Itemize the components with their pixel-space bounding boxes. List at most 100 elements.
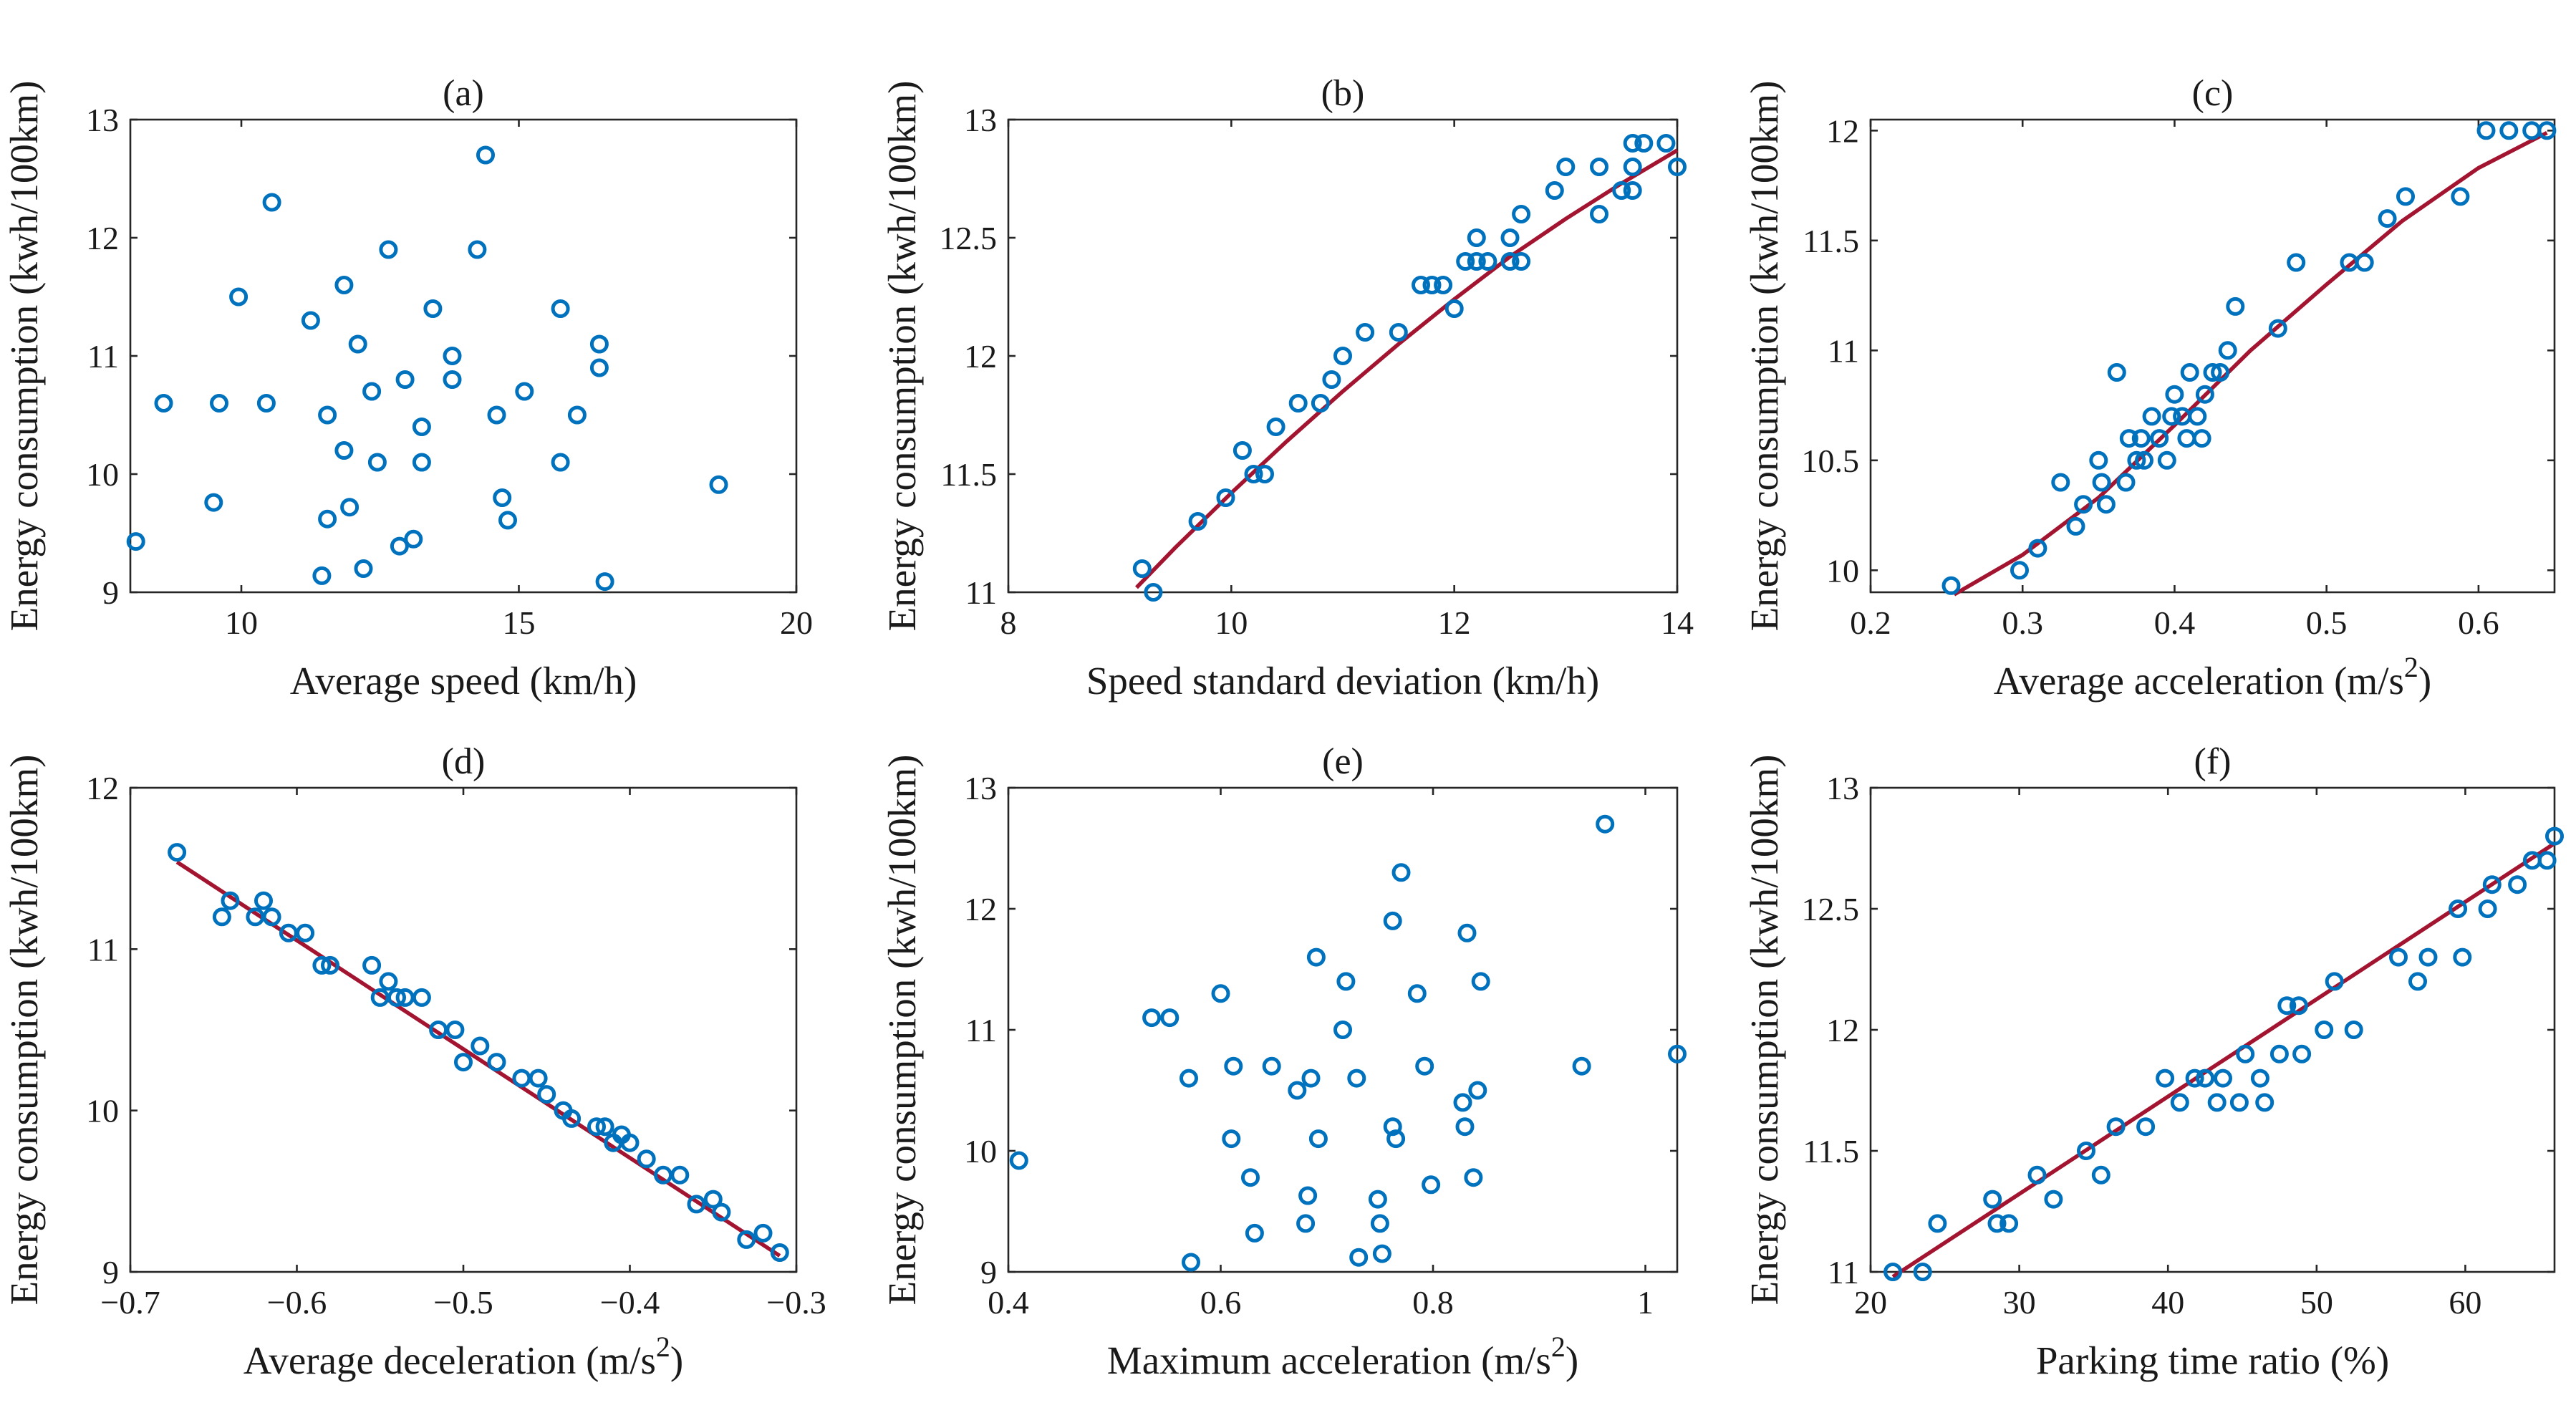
data-point [1407, 984, 1427, 1003]
plot-frame [1007, 786, 1679, 1273]
data-point [2135, 450, 2153, 470]
y-tick-label: 12 [1826, 1012, 1859, 1048]
data-point [703, 1190, 723, 1209]
data-point [2449, 899, 2468, 918]
data-point [567, 405, 587, 425]
data-point [1471, 972, 1490, 991]
data-point [1545, 181, 1564, 200]
data-point [1216, 488, 1235, 507]
data-point [551, 453, 570, 472]
data-point [512, 1069, 531, 1088]
y-axis-label: Energy consumption (kwh/100km) [2, 81, 46, 632]
y-tick-label: 12.5 [940, 220, 998, 256]
data-point [1009, 1151, 1028, 1170]
x-tick-label: −0.3 [766, 1284, 826, 1321]
data-point [2156, 1069, 2175, 1088]
data-point [1349, 1248, 1369, 1267]
data-point [1422, 276, 1442, 294]
data-point [404, 529, 423, 549]
x-tick-label: 20 [780, 604, 813, 641]
x-axis-label-suffix: ) [670, 1338, 683, 1382]
y-tick-label: 11 [965, 1012, 997, 1048]
data-point [2396, 187, 2415, 206]
data-point [443, 370, 462, 389]
data-point [2226, 296, 2245, 316]
data-point [2196, 1069, 2215, 1088]
data-point [2269, 1044, 2289, 1063]
chart-title: (d) [442, 741, 486, 782]
data-point [2136, 1117, 2156, 1137]
fit-curve [1953, 130, 2548, 597]
data-point [340, 498, 360, 517]
data-point [1456, 252, 1475, 271]
data-point [362, 955, 382, 975]
data-point [2177, 429, 2196, 448]
data-point [390, 536, 409, 556]
y-tick-label: 10 [86, 456, 119, 493]
data-point [2092, 473, 2111, 492]
data-point [1241, 1168, 1260, 1187]
data-point [443, 347, 462, 365]
data-point [229, 287, 249, 307]
data-point [2170, 1093, 2189, 1112]
data-point [1434, 276, 1453, 294]
data-point [2289, 996, 2308, 1016]
x-axis-label: Average speed (km/h) [290, 659, 637, 703]
y-tick-label: 12 [964, 338, 997, 375]
y-tick-label: 11 [1828, 1254, 1859, 1291]
data-point [620, 1133, 640, 1152]
data-point [1500, 228, 1520, 247]
data-point [412, 988, 431, 1007]
data-point [2106, 1117, 2126, 1137]
y-axis-label: Energy consumption (kwh/100km) [880, 755, 924, 1306]
data-point [1347, 1069, 1366, 1088]
panel-f: 20 30 40 50 60 11 11.5 12 12.5 13 (f) Parking time … [1742, 741, 2564, 1382]
data-point [476, 145, 495, 165]
x-axis-label-suffix: ) [2418, 659, 2431, 703]
panel-d: −0.7 −0.6 −0.5 −0.4 −0.3 9 10 11 12 (d) Average de… [2, 741, 826, 1382]
data-point [2180, 363, 2199, 382]
data-point [1512, 252, 1531, 271]
data-point [412, 453, 431, 472]
data-point [1500, 252, 1520, 271]
data-point [589, 358, 609, 377]
data-point [1391, 863, 1411, 882]
data-point [348, 334, 367, 354]
data-point [2074, 495, 2093, 514]
data-point [1383, 1117, 1402, 1137]
x-tick-label: 0.8 [1412, 1284, 1454, 1321]
y-axis-label: Energy consumption (kwh/100km) [1742, 755, 1786, 1306]
data-point [2292, 1044, 2312, 1063]
data-point [1444, 299, 1464, 318]
data-point [1987, 1214, 2007, 1233]
data-point [1245, 1223, 1264, 1243]
data-point [637, 1149, 656, 1169]
data-point [2408, 972, 2427, 991]
data-point [212, 907, 231, 927]
panel-a: 10 15 20 9 10 11 12 13 (a) Average speed (km/h) En… [2, 73, 813, 703]
x-tick-label: 10 [225, 604, 258, 641]
data-point [1512, 205, 1531, 223]
x-tick-label: 50 [2300, 1284, 2333, 1321]
data-point [2142, 407, 2161, 426]
data-point [1572, 1056, 1591, 1076]
panel-e: 0.4 0.6 0.8 1 9 10 11 12 13 (e) Maximum accelerati… [880, 741, 1687, 1382]
x-tick-label: 15 [503, 604, 536, 641]
x-tick-label: 0.4 [988, 1284, 1029, 1321]
data-point [2028, 539, 2047, 558]
data-point [1467, 252, 1486, 271]
data-point [2119, 429, 2138, 448]
data-point [2545, 826, 2564, 846]
data-point [2476, 121, 2496, 140]
y-tick-label: 9 [102, 574, 119, 611]
y-tick-label: 10 [964, 1133, 997, 1169]
data-point [1370, 1214, 1389, 1233]
data-point [296, 923, 315, 942]
chart-title: (b) [1321, 73, 1365, 114]
data-point [1262, 1056, 1281, 1076]
data-point [2451, 187, 2470, 206]
data-point [1590, 205, 1608, 223]
data-point [1883, 1263, 1903, 1281]
data-point [334, 441, 354, 460]
